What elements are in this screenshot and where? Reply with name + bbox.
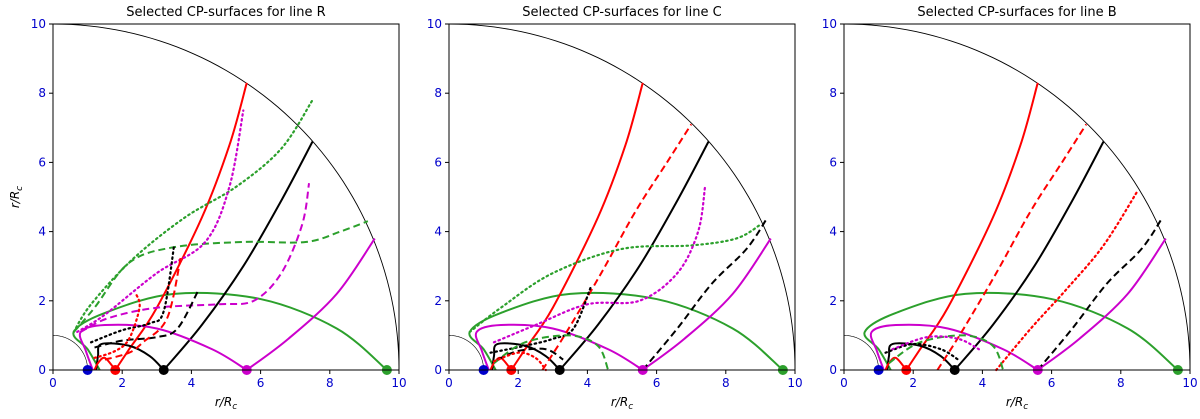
x-tick-label: 8 bbox=[326, 376, 334, 390]
series-line bbox=[995, 188, 1140, 372]
series-line bbox=[489, 356, 513, 371]
series-line bbox=[104, 255, 182, 361]
series-line bbox=[1036, 217, 1164, 371]
y-tick-label: 4 bbox=[38, 225, 46, 239]
series-line bbox=[953, 141, 1105, 371]
series-line bbox=[80, 182, 311, 333]
y-tick-label: 8 bbox=[38, 86, 46, 100]
series-line bbox=[884, 342, 960, 361]
inner-boundary-arc bbox=[448, 335, 484, 371]
x-tick-label: 6 bbox=[653, 376, 661, 390]
series-line bbox=[541, 123, 693, 371]
series-line bbox=[72, 99, 314, 334]
x-tick-label: 8 bbox=[1117, 376, 1125, 390]
y-tick-label: 8 bbox=[434, 86, 442, 100]
x-tick-label: 10 bbox=[391, 376, 406, 390]
x-tick-label: 10 bbox=[787, 376, 802, 390]
axes-frame bbox=[52, 23, 400, 371]
series-line bbox=[642, 237, 772, 371]
x-tick-label: 6 bbox=[257, 376, 265, 390]
x-tick-label: 4 bbox=[584, 376, 592, 390]
series-line bbox=[869, 323, 1039, 371]
y-tick-label: 4 bbox=[829, 225, 837, 239]
series-line bbox=[905, 82, 1039, 371]
x-tick-label: 2 bbox=[118, 376, 126, 390]
axes-frame bbox=[448, 23, 796, 371]
series-line bbox=[78, 323, 248, 371]
series-line bbox=[558, 141, 710, 371]
series-line bbox=[641, 217, 769, 371]
x-tick-label: 2 bbox=[909, 376, 917, 390]
x-tick-label: 6 bbox=[1048, 376, 1056, 390]
series-line bbox=[510, 82, 644, 371]
series-line bbox=[1037, 237, 1167, 371]
y-tick-label: 0 bbox=[434, 363, 442, 377]
y-tick-label: 10 bbox=[31, 17, 46, 31]
series-line bbox=[162, 141, 314, 371]
chart-title: Selected CP-surfaces for line B bbox=[917, 5, 1116, 20]
series-line bbox=[891, 335, 981, 351]
chart-panel-1: Selected CP-surfaces for line R 0 2 4 6 8 10 0 2… bbox=[8, 5, 407, 412]
x-tick-label: 0 bbox=[840, 376, 848, 390]
x-tick-label: 0 bbox=[445, 376, 453, 390]
y-tick-label: 10 bbox=[822, 17, 837, 31]
series-line bbox=[89, 244, 176, 344]
outer-boundary-arc bbox=[52, 23, 400, 371]
inner-boundary-arc bbox=[843, 335, 879, 371]
series-line bbox=[474, 323, 644, 371]
inner-boundary-arc bbox=[52, 335, 88, 371]
series-line bbox=[76, 109, 245, 334]
y-tick-label: 8 bbox=[829, 86, 837, 100]
series-line bbox=[491, 342, 561, 371]
series-line bbox=[93, 292, 141, 359]
x-tick-label: 4 bbox=[979, 376, 987, 390]
series-line bbox=[492, 351, 547, 372]
outer-boundary-arc bbox=[448, 23, 796, 371]
chart-panel-3: Selected CP-surfaces for line B 0 2 4 6 8 10 0 2… bbox=[822, 5, 1198, 412]
series-line bbox=[95, 342, 165, 371]
x-axis-label: r/Rc bbox=[1006, 395, 1028, 412]
chart-title: Selected CP-surfaces for line R bbox=[126, 5, 325, 20]
outer-boundary-arc bbox=[843, 23, 1191, 371]
y-tick-label: 10 bbox=[427, 17, 442, 31]
x-tick-label: 4 bbox=[188, 376, 196, 390]
series-line bbox=[114, 82, 248, 371]
x-tick-label: 8 bbox=[722, 376, 730, 390]
series-line bbox=[888, 334, 1005, 371]
y-tick-label: 4 bbox=[434, 225, 442, 239]
y-tick-label: 0 bbox=[829, 363, 837, 377]
x-tick-label: 2 bbox=[514, 376, 522, 390]
series-line bbox=[468, 223, 762, 334]
y-axis-label: r/Rc bbox=[8, 186, 25, 208]
x-axis-label: r/Rc bbox=[611, 395, 633, 412]
y-tick-label: 6 bbox=[38, 155, 46, 169]
series-line bbox=[492, 185, 707, 344]
y-tick-label: 6 bbox=[829, 155, 837, 169]
series-line bbox=[497, 347, 564, 361]
series-line bbox=[93, 356, 117, 371]
y-tick-label: 2 bbox=[829, 294, 837, 308]
y-tick-label: 2 bbox=[434, 294, 442, 308]
series-line bbox=[493, 334, 610, 371]
chart-title: Selected CP-surfaces for line C bbox=[522, 5, 721, 20]
x-tick-label: 0 bbox=[49, 376, 57, 390]
series-line bbox=[73, 220, 369, 333]
series-line bbox=[936, 123, 1088, 371]
series-line bbox=[884, 356, 908, 371]
axes-frame bbox=[843, 23, 1191, 371]
y-tick-label: 6 bbox=[434, 155, 442, 169]
x-tick-label: 10 bbox=[1182, 376, 1197, 390]
x-axis-label: r/Rc bbox=[215, 395, 237, 412]
chart-panel-2: Selected CP-surfaces for line C 0 2 4 6 8 10 0 2… bbox=[427, 5, 803, 412]
y-tick-label: 2 bbox=[38, 294, 46, 308]
series-line bbox=[246, 237, 376, 371]
y-tick-label: 0 bbox=[38, 363, 46, 377]
